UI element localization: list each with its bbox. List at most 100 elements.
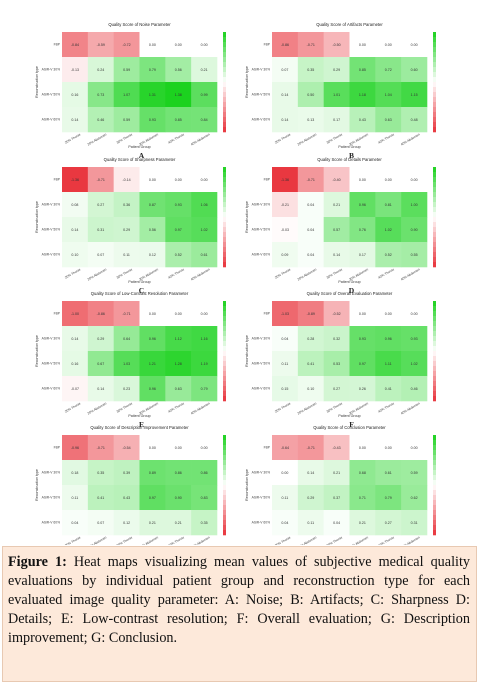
heatmap-cell: [113, 107, 140, 133]
cell-value-label: 0.00: [411, 43, 418, 47]
heatmap-cell: [349, 57, 376, 83]
colorbar-segment: [223, 326, 226, 332]
cell-value-label: -0.52: [332, 312, 340, 316]
heatmap-cell: [87, 82, 114, 108]
colorbar-segment: [223, 495, 226, 501]
y-tick-label: ASiR-V 60%: [252, 387, 270, 391]
cell-value-label: 0.21: [175, 521, 182, 525]
y-tick-label: FBP: [54, 312, 61, 316]
heatmap-cell: [272, 301, 299, 327]
x-tick-label: 20% Thorax: [274, 267, 292, 279]
colorbar-segment: [223, 42, 226, 48]
cell-value-label: -1.36: [71, 178, 79, 182]
heatmap-cell: [349, 82, 376, 108]
cell-value-label: 1.04: [385, 93, 392, 97]
heatmap-cell: [139, 510, 166, 536]
cell-value-label: 0.14: [71, 228, 78, 232]
cell-value-label: 0.35: [97, 471, 104, 475]
cell-value-label: 0.13: [307, 118, 314, 122]
cell-value-label: 0.11: [307, 521, 314, 525]
cell-value-label: 0.00: [281, 471, 288, 475]
cell-value-label: 0.11: [72, 496, 79, 500]
heatmap-cell: [87, 326, 114, 352]
colorbar-segment: [433, 490, 436, 496]
cell-value-label: 0.26: [359, 387, 366, 391]
heatmap-cell: [165, 485, 192, 511]
colorbar-segment: [223, 356, 226, 362]
heatmap-cell: [272, 351, 299, 377]
heatmap-cell: [297, 326, 324, 352]
heatmap-cell: [113, 217, 140, 243]
colorbar-segment: [223, 62, 226, 68]
colorbar-segment: [223, 475, 226, 481]
heatmap-cell: [272, 376, 299, 402]
cell-value-label: 0.04: [307, 253, 314, 257]
heatmap-cell: [191, 242, 218, 268]
heatmap-cell: [113, 82, 140, 108]
cell-value-label: 0.46: [411, 387, 418, 391]
heatmap-cell: [113, 242, 140, 268]
cell-value-label: -0.71: [307, 178, 315, 182]
colorbar-segment: [433, 182, 436, 188]
colorbar-segment: [433, 217, 436, 223]
colorbar-segment: [223, 32, 226, 38]
colorbar-segment: [223, 306, 226, 312]
heatmap-cell: [297, 435, 324, 461]
heatmap-cell: [62, 107, 89, 133]
cell-value-label: 1.07: [123, 93, 130, 97]
colorbar-segment: [433, 435, 436, 441]
colorbar-segment: [223, 450, 226, 456]
cell-value-label: 0.96: [359, 203, 366, 207]
cell-value-label: 0.29: [97, 337, 104, 341]
colorbar-segment: [433, 187, 436, 193]
colorbar-segment: [433, 67, 436, 73]
cell-value-label: 1.03: [123, 362, 130, 366]
y-tick-label: FBP: [264, 178, 271, 182]
heatmap-panel-g: Quality Score of Description Improvement…: [35, 425, 226, 545]
x-tick-label: 40% Abdomen: [400, 535, 421, 545]
colorbar-segment: [223, 257, 226, 263]
cell-value-label: -0.71: [122, 312, 130, 316]
x-tick-label: 30% Thorax: [116, 267, 134, 279]
caption-text: Heat maps visualizing mean values of sub…: [8, 554, 470, 646]
cell-value-label: 0.27: [385, 521, 392, 525]
heatmap-cell: [165, 435, 192, 461]
cell-value-label: 0.12: [149, 253, 156, 257]
x-tick-label: 40% Abdomen: [400, 401, 421, 415]
heatmap-cell: [401, 217, 428, 243]
colorbar-segment: [433, 391, 436, 397]
heatmap-panel-c: Quality Score of Sharpness Parameter -1.3…: [35, 157, 226, 295]
heatmap-cell: [87, 301, 114, 327]
heatmap-cell: [375, 82, 402, 108]
heatmap-cell: [297, 167, 324, 193]
cell-value-label: 0.04: [333, 521, 340, 525]
heatmap-cell: [165, 32, 192, 58]
x-tick-label: 20% Abdomen: [297, 535, 318, 545]
heatmap-cell: [272, 510, 299, 536]
colorbar-segment: [223, 112, 226, 118]
panel-title: Quality Score of Noise Parameter: [108, 22, 171, 27]
heatmap-cell: [323, 32, 350, 58]
cell-value-label: 0.90: [175, 496, 182, 500]
heatmap-cell: [139, 376, 166, 402]
cell-value-label: 0.59: [411, 471, 418, 475]
colorbar-segment: [433, 47, 436, 53]
heatmap-cell: [323, 217, 350, 243]
heatmap-cell: [272, 242, 299, 268]
cell-value-label: 0.16: [71, 93, 78, 97]
colorbar-segment: [433, 386, 436, 392]
colorbar-segment: [433, 356, 436, 362]
heatmap-cell: [191, 485, 218, 511]
heatmap-cell: [323, 326, 350, 352]
cell-value-label: 0.97: [149, 496, 156, 500]
y-axis-label: Reconstruction type: [35, 335, 39, 367]
cell-value-label: 0.00: [175, 312, 182, 316]
cell-value-label: 1.02: [411, 362, 418, 366]
cell-value-label: 0.41: [97, 496, 104, 500]
x-axis-label: Patient Group: [128, 280, 150, 284]
cell-value-label: 0.53: [333, 362, 340, 366]
heatmap-cell: [375, 460, 402, 486]
colorbar-segment: [433, 192, 436, 198]
y-tick-label: ASiR-V 60%: [252, 253, 270, 257]
heatmap-cell: [375, 242, 402, 268]
